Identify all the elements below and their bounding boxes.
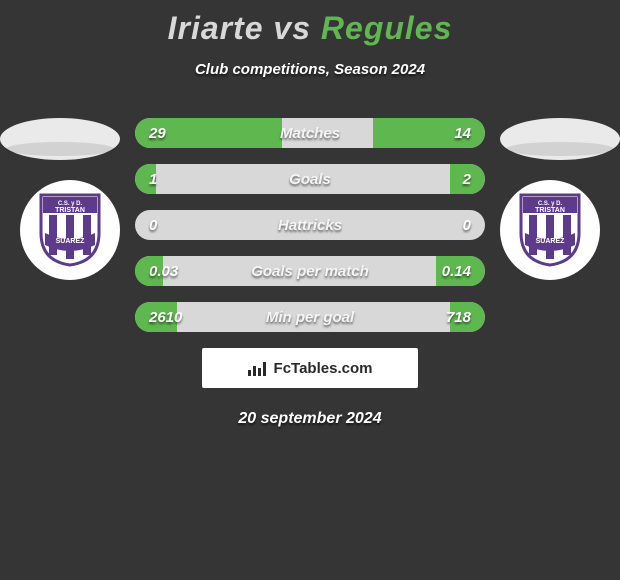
svg-text:SUAREZ: SUAREZ [56, 238, 86, 245]
main-content: C.S. y D. TRISTAN SUAREZ C.S. y D. TRIST… [0, 118, 620, 428]
stat-label: Hattricks [135, 217, 485, 234]
vs-text: vs [273, 10, 311, 46]
svg-text:TRISTAN: TRISTAN [535, 207, 565, 214]
player1-club-badge: C.S. y D. TRISTAN SUAREZ [20, 180, 120, 280]
stat-value-right: 14 [454, 125, 471, 142]
club-shield-icon: C.S. y D. TRISTAN SUAREZ [39, 193, 101, 267]
stat-label: Goals [135, 171, 485, 188]
player2-club-badge: C.S. y D. TRISTAN SUAREZ [500, 180, 600, 280]
right-platform [500, 118, 620, 160]
date-text: 20 september 2024 [0, 410, 620, 428]
player2-name: Regules [321, 10, 452, 46]
stat-label: Min per goal [135, 309, 485, 326]
stat-value-right: 0.14 [442, 263, 471, 280]
brand-text: FcTables.com [274, 360, 373, 377]
svg-text:TRISTAN: TRISTAN [55, 207, 85, 214]
header: Iriarte vs Regules Club competitions, Se… [0, 0, 620, 78]
stats-table: 29 Matches 14 1 Goals 2 0 Hattricks 0 0.… [135, 118, 485, 332]
stat-row: 1 Goals 2 [135, 164, 485, 194]
page-title: Iriarte vs Regules [0, 10, 620, 47]
stat-value-right: 718 [446, 309, 471, 326]
stat-label: Matches [135, 125, 485, 142]
stat-row: 2610 Min per goal 718 [135, 302, 485, 332]
stat-label: Goals per match [135, 263, 485, 280]
svg-text:SUAREZ: SUAREZ [536, 238, 566, 245]
player1-name: Iriarte [168, 10, 264, 46]
stat-value-right: 2 [463, 171, 471, 188]
stat-row: 0.03 Goals per match 0.14 [135, 256, 485, 286]
subtitle: Club competitions, Season 2024 [0, 61, 620, 78]
stat-row: 29 Matches 14 [135, 118, 485, 148]
club-shield-icon: C.S. y D. TRISTAN SUAREZ [519, 193, 581, 267]
left-platform [0, 118, 120, 160]
branding-box: FcTables.com [202, 348, 418, 388]
stat-value-right: 0 [463, 217, 471, 234]
bar-chart-icon [248, 360, 268, 376]
stat-row: 0 Hattricks 0 [135, 210, 485, 240]
